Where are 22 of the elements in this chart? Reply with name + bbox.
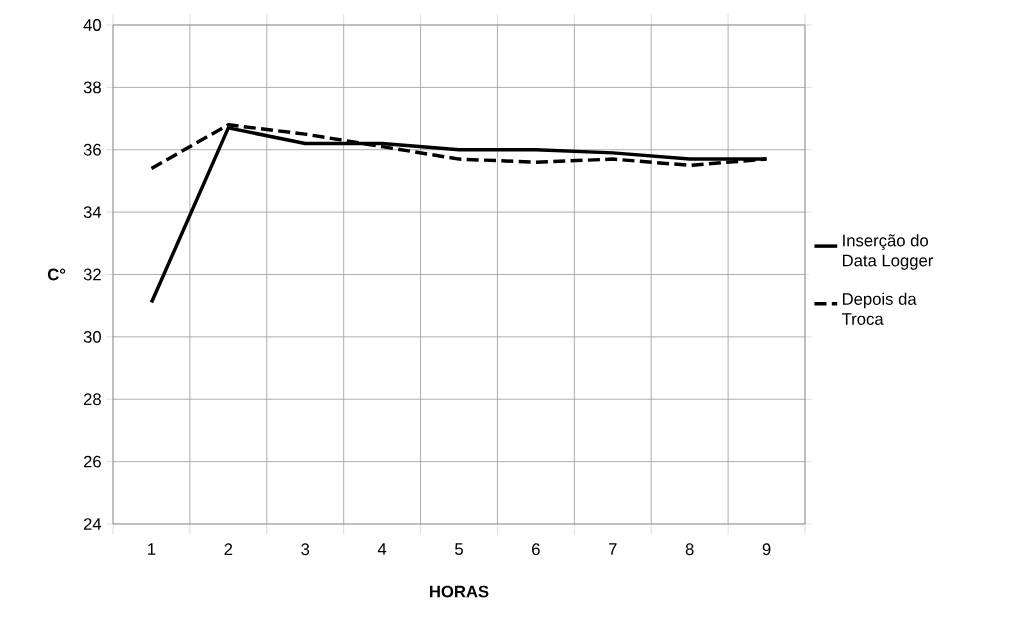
x-tick-label: 2 xyxy=(224,543,233,555)
legend-label: Depois da Troca xyxy=(841,292,917,325)
x-tick-label: 1 xyxy=(148,543,156,555)
x-tick-label: 7 xyxy=(609,543,617,555)
x-tick-label: 9 xyxy=(762,543,771,556)
y-tick-label: 28 xyxy=(83,393,101,406)
legend-label: Inserção do Data Logger xyxy=(842,234,934,270)
x-tick-label: 5 xyxy=(455,543,463,555)
x-tick-label: 6 xyxy=(532,543,540,556)
y-tick-label: 26 xyxy=(83,455,101,468)
y-tick-label: 40 xyxy=(83,19,101,31)
x-tick-label: 3 xyxy=(301,543,310,556)
y-tick-label: 36 xyxy=(83,143,101,156)
y-tick-label: 38 xyxy=(83,81,101,94)
x-tick-label: 8 xyxy=(685,543,694,556)
y-tick-label: 34 xyxy=(83,206,102,219)
y-tick-label: 32 xyxy=(83,268,101,281)
y-axis-title: C° xyxy=(47,268,66,281)
y-tick-label: 30 xyxy=(83,330,101,343)
x-axis-title: HORAS xyxy=(430,585,489,598)
x-tick-label: 4 xyxy=(377,543,387,555)
y-tick-label: 24 xyxy=(83,518,102,530)
